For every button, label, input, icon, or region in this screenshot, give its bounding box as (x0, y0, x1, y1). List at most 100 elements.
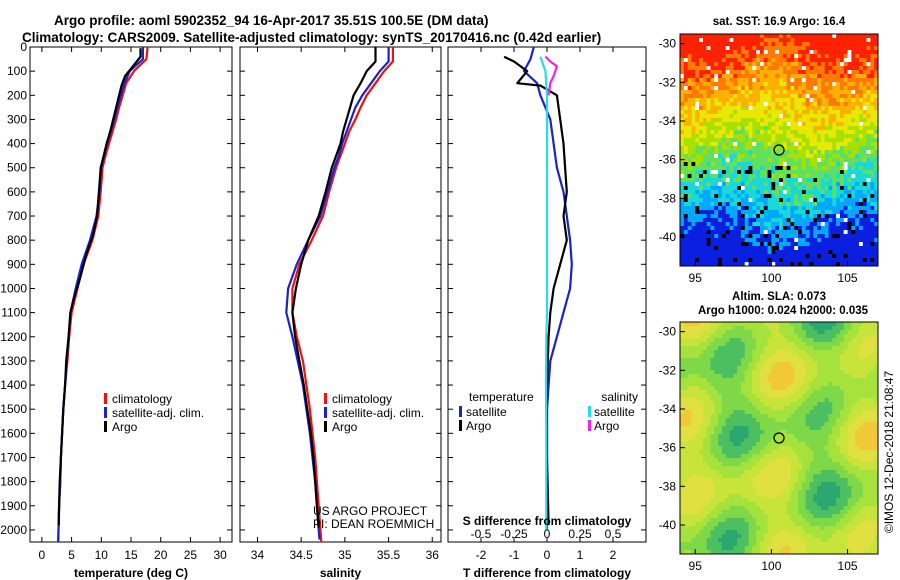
temperature-xtick-label: 30 (213, 548, 227, 562)
salinity-credit-annotation: US ARGO PROJECT (313, 504, 428, 518)
sst_map-title: sat. SST: 16.9 Argo: 16.4 (713, 16, 846, 28)
depth-tick-label: 600 (7, 185, 27, 199)
salinity-series-climatology (291, 47, 394, 543)
salinity-xtick-label: 34.5 (289, 548, 313, 562)
sst_map-profile-marker (773, 144, 785, 156)
sst_map-xtick-label: 105 (838, 271, 858, 285)
sla_map-frame (679, 321, 879, 555)
temperature-legend-label: Argo (112, 420, 138, 434)
difference-legend-swatch-temperature (459, 420, 462, 431)
salinity-xtick-label: 35 (338, 548, 352, 562)
salinity-xtick-label: 36 (426, 548, 440, 562)
depth-tick-label: 1500 (0, 402, 27, 416)
sla_map-xtick-label: 105 (838, 559, 858, 573)
sla_map-ytick-label: -36 (659, 441, 677, 455)
depth-tick-label: 1200 (0, 330, 27, 344)
depth-tick-label: 2000 (0, 523, 27, 537)
difference-xtick-label: -2 (476, 548, 487, 562)
difference-xtick-label: 1 (577, 548, 584, 562)
sla_map-ytick-label: -38 (659, 479, 677, 493)
temperature-xtick-label: 5 (68, 548, 75, 562)
difference-series-s-satellite (539, 56, 549, 530)
sst_map-xtick-label: 95 (689, 271, 703, 285)
depth-tick-label: 1900 (0, 499, 27, 513)
temperature-legend-label: climatology (112, 392, 172, 406)
sst_map-ytick-label: -36 (659, 153, 677, 167)
salinity-legend-label: satellite-adj. clim. (332, 406, 424, 420)
sst_map-ytick-label: -34 (659, 114, 677, 128)
depth-tick-label: 1100 (1, 306, 27, 320)
depth-tick-label: 500 (7, 161, 27, 175)
temperature-legend-swatch (104, 407, 107, 418)
difference-legend-title-temperature: temperature (469, 390, 534, 404)
depth-tick-label: 1700 (0, 450, 27, 464)
sst_map-field (680, 34, 879, 267)
difference-secondary-xtick-label: -0.25 (500, 527, 528, 541)
sst_map-ytick-label: -40 (659, 230, 677, 244)
difference-xlabel: T difference from climatology (463, 566, 631, 580)
depth-tick-label: 0 (20, 40, 27, 54)
sla_map-title: Altim. SLA: 0.073 (732, 291, 826, 303)
salinity-xtick-label: 35.5 (377, 548, 401, 562)
difference-xtick-label: -1 (509, 548, 520, 562)
salinity-legend-label: climatology (332, 392, 392, 406)
salinity-credit-annotation: PI: DEAN ROEMMICH (313, 517, 434, 531)
salinity-legend-swatch (324, 421, 327, 432)
sst_map-xtick-label: 100 (761, 271, 781, 285)
difference-legend-title-salinity: salinity (601, 390, 638, 404)
depth-tick-label: 1400 (0, 378, 27, 392)
sla_map-ytick-label: -34 (659, 402, 677, 416)
depth-tick-label: 100 (7, 64, 27, 78)
temperature-legend-swatch (104, 393, 107, 404)
sla_map-ytick-label: -32 (659, 363, 677, 377)
difference-legend-swatch-salinity (588, 420, 591, 431)
sla_map-xtick-label: 95 (689, 559, 703, 573)
difference-secondary-xtick-label: 0.25 (568, 527, 592, 541)
copyright-credit: ©IMOS 12-Dec-2018 21:08:47 (882, 371, 896, 534)
difference-legend-label-temperature: Argo (466, 419, 492, 433)
difference-secondary-xtick-label: 0 (544, 527, 551, 541)
salinity-legend-label: Argo (332, 420, 358, 434)
salinity-xtick-label: 34 (251, 548, 265, 562)
salinity-xlabel: salinity (320, 566, 362, 580)
depth-tick-label: 900 (7, 257, 27, 271)
salinity-legend-swatch (324, 407, 327, 418)
depth-tick-label: 1600 (0, 426, 27, 440)
sla_map-ytick-label: -30 (659, 325, 677, 339)
temperature-plot-frame (29, 46, 233, 543)
difference-legend-label-temperature: satellite (466, 405, 507, 419)
difference-series-s-argo (544, 55, 559, 96)
sst_map-ytick-label: -38 (659, 191, 677, 205)
sla_map-xtick-label: 100 (761, 559, 781, 573)
depth-tick-label: 400 (7, 137, 27, 151)
sla_map-ytick-label: -40 (659, 518, 677, 532)
salinity-series-argo (291, 47, 377, 528)
depth-tick-label: 1800 (0, 475, 27, 489)
depth-tick-label: 1000 (0, 281, 27, 295)
sst_map-frame (679, 33, 879, 267)
difference-legend-swatch-salinity (588, 406, 591, 417)
difference-legend-label-salinity: satellite (594, 405, 635, 419)
depth-tick-label: 700 (7, 209, 27, 223)
sst_map-ytick-label: -32 (659, 75, 677, 89)
temperature-legend-swatch (104, 421, 107, 432)
depth-tick-label: 200 (7, 88, 27, 102)
salinity-legend-swatch (324, 393, 327, 404)
temperature-xtick-label: 25 (184, 548, 198, 562)
sla_map-subtitle: Argo h1000: 0.024 h2000: 0.035 (698, 305, 869, 317)
title-line-2: Climatology: CARS2009. Satellite-adjuste… (22, 30, 602, 45)
temperature-xtick-label: 10 (95, 548, 109, 562)
difference-legend-label-salinity: Argo (594, 419, 620, 433)
difference-secondary-xtick-label: 0.5 (605, 527, 622, 541)
difference-xtick-label: 0 (544, 548, 551, 562)
difference-series-t-argo (503, 55, 568, 526)
temperature-xtick-label: 20 (154, 548, 168, 562)
difference-xtick-label: 2 (610, 548, 617, 562)
depth-tick-label: 800 (7, 233, 27, 247)
temperature-xlabel: temperature (deg C) (74, 566, 188, 580)
temperature-series-argo (57, 48, 142, 526)
difference-secondary-xlabel: S difference from climatology (463, 514, 632, 528)
difference-legend-swatch-temperature (459, 406, 462, 417)
sla_map-field (680, 322, 879, 555)
